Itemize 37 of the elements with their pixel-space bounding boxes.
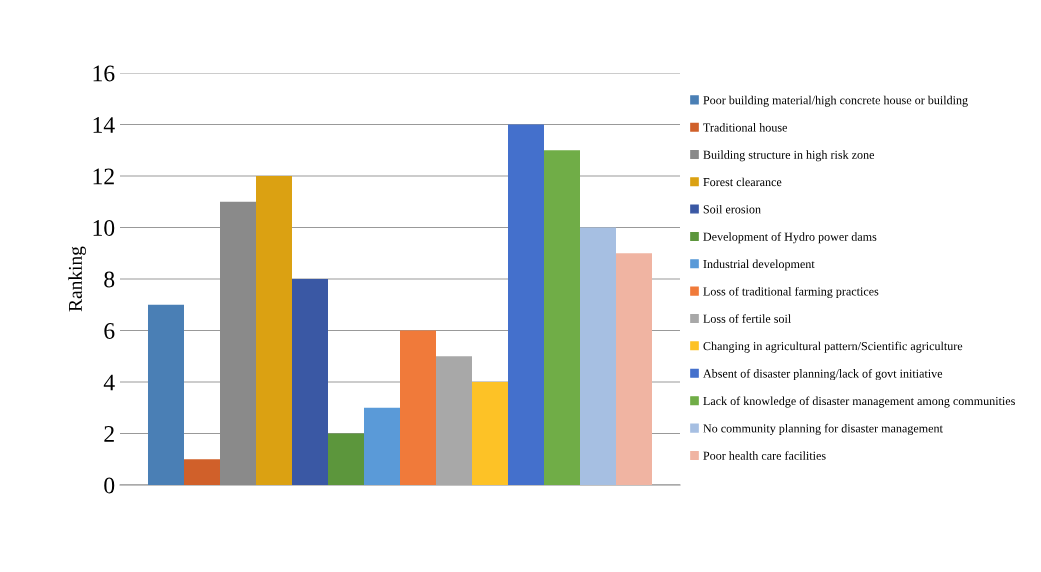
legend-label: Industrial development <box>703 259 815 271</box>
bar <box>508 124 544 485</box>
legend-label: Poor building material/high concrete house or building <box>703 95 968 107</box>
legend-label: Traditional house <box>703 123 788 132</box>
y-tick-label: 14 <box>93 117 115 133</box>
y-tick-label: 0 <box>104 477 115 494</box>
legend-label: No community planning for disaster management <box>703 423 943 435</box>
y-tick-label: 2 <box>104 426 114 442</box>
y-tick-label: 8 <box>104 271 115 288</box>
legend-label: Poor health care facilities <box>703 451 826 460</box>
bar <box>472 382 508 485</box>
y-tick-label: 12 <box>93 168 114 185</box>
bar <box>256 176 292 485</box>
legend-label: Building structure in high risk zone <box>703 150 875 162</box>
legend-label: Lack of knowledge of disaster management among communities <box>703 396 1015 408</box>
bar <box>184 459 220 485</box>
legend-label: Forest clearance <box>703 177 782 187</box>
bar <box>292 279 328 485</box>
legend-label: Changing in agricultural pattern/Scientific agriculture <box>703 341 963 353</box>
y-tick-label: 6 <box>104 323 115 339</box>
y-axis-title: Ranking <box>68 246 86 312</box>
bar <box>400 330 436 485</box>
bar <box>364 407 400 485</box>
y-tick-label: 10 <box>93 219 115 236</box>
bar <box>436 356 472 485</box>
y-tick-label: 4 <box>103 374 115 391</box>
legend-label: Soil erosion <box>703 204 761 214</box>
bar <box>328 433 364 485</box>
legend-label: Development of Hydro power dams <box>703 232 877 244</box>
bar <box>148 304 184 485</box>
y-tick-label: 16 <box>93 65 115 82</box>
legend-label: Absent of disaster planning/lack of govt initiative <box>703 369 943 381</box>
bar <box>580 227 616 485</box>
bar <box>544 150 580 485</box>
bar <box>616 253 652 485</box>
legend-label: Loss of traditional farming practices <box>703 286 879 298</box>
legend-label: Loss of fertile soil <box>703 314 791 323</box>
